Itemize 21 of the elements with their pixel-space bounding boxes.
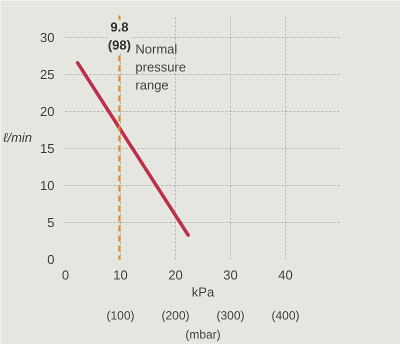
ref-line-label: 9.8 (98) — [108, 20, 131, 52]
y-tick-label: 0 — [47, 252, 55, 267]
x-tick-label: 10 — [113, 268, 128, 282]
x-tick-label: 40 — [278, 268, 293, 282]
y-tick-label: 10 — [40, 178, 55, 194]
x2-tick-label: (100) — [106, 308, 135, 322]
x-tick-label: 20 — [168, 268, 183, 282]
x2-tick-label: (400) — [271, 308, 300, 322]
x2-tick-label: (300) — [216, 308, 245, 322]
x-axis-title: kPa — [192, 284, 215, 300]
y-tick-label: 25 — [40, 67, 55, 82]
annotation: Normal pressure range — [135, 42, 186, 93]
x-tick-label: 0 — [62, 268, 70, 282]
y-tick-label: 5 — [47, 215, 55, 230]
y-axis-title: ℓ/min — [2, 130, 32, 145]
x2-tick-label: (200) — [161, 308, 190, 322]
x2-axis-title: (mbar) — [185, 328, 221, 342]
x-tick-label: 30 — [223, 268, 238, 282]
y-tick-label: 15 — [40, 141, 55, 156]
y-tick-label: 20 — [40, 104, 55, 120]
y-tick-label: 30 — [40, 30, 55, 46]
